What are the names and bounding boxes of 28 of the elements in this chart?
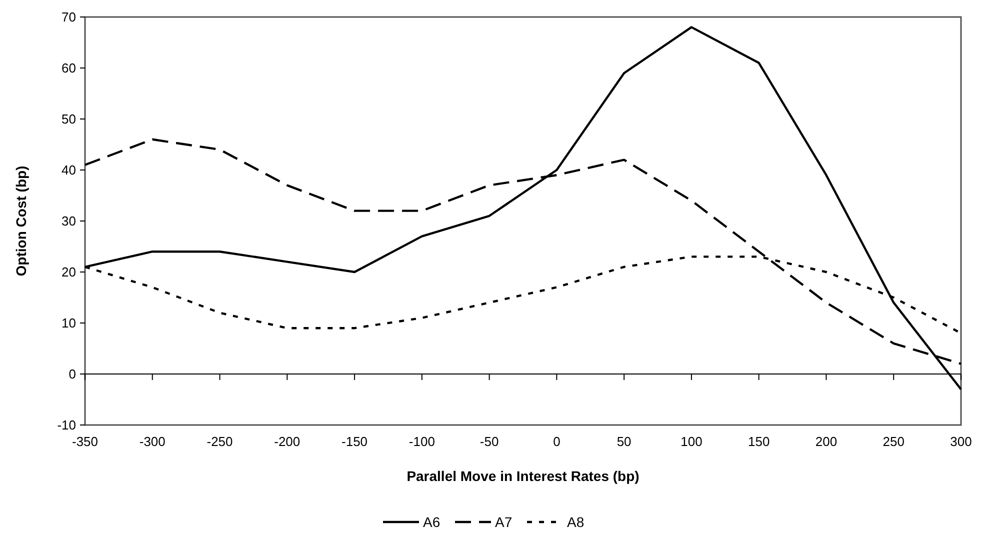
y-axis-title: Option Cost (bp) xyxy=(13,166,29,276)
y-tick-label: 50 xyxy=(62,112,76,127)
x-tick-label: -100 xyxy=(408,434,435,449)
legend-label: A6 xyxy=(423,514,440,530)
y-tick-label: 60 xyxy=(62,60,76,76)
y-tick-label: 20 xyxy=(62,264,76,280)
x-tick-label: 250 xyxy=(882,434,904,449)
y-tick-label: 70 xyxy=(62,10,76,25)
x-tick-label: 100 xyxy=(680,434,702,449)
y-tick-label: 30 xyxy=(62,214,76,229)
x-tick-label: -350 xyxy=(72,434,98,449)
x-tick-label: -200 xyxy=(274,434,300,449)
legend-label: A7 xyxy=(495,514,512,530)
x-axis-title: Parallel Move in Interest Rates (bp) xyxy=(406,468,640,484)
x-tick-label: 150 xyxy=(748,434,770,449)
x-tick-label: -50 xyxy=(480,434,499,449)
x-tick-label: 0 xyxy=(553,434,560,449)
y-tick-label: 0 xyxy=(68,366,76,382)
y-tick-label: -10 xyxy=(57,418,76,433)
y-tick-label: 40 xyxy=(62,162,76,178)
y-tick-label: 10 xyxy=(62,316,76,331)
x-tick-label: 50 xyxy=(616,434,632,449)
legend-label: A8 xyxy=(567,514,584,530)
x-tick-label: -150 xyxy=(342,434,368,449)
x-tick-label: 200 xyxy=(815,434,838,449)
x-tick-label: 300 xyxy=(950,434,972,449)
x-tick-label: -250 xyxy=(206,434,233,449)
x-tick-label: -300 xyxy=(139,434,166,449)
